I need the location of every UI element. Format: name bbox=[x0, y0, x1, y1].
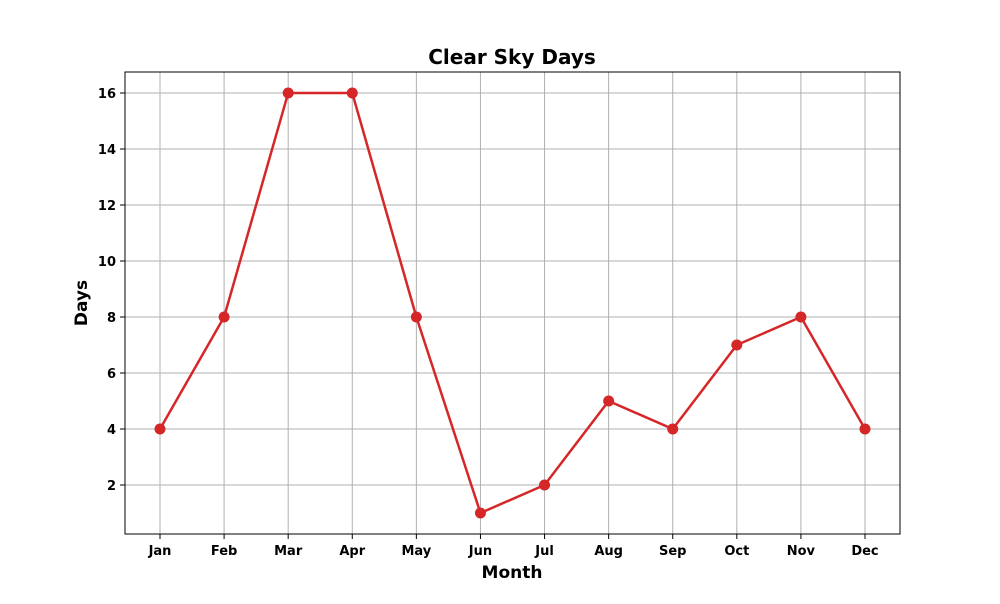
data-point-may bbox=[410, 311, 422, 323]
x-tick-label: Feb bbox=[211, 544, 237, 559]
data-point-jun bbox=[474, 507, 486, 519]
x-tick-label: Mar bbox=[274, 544, 303, 559]
data-point-jul bbox=[539, 479, 551, 491]
data-point-apr bbox=[346, 87, 358, 99]
x-tick-label: Jun bbox=[468, 544, 492, 559]
data-point-feb bbox=[218, 311, 230, 323]
x-tick-label: Dec bbox=[851, 544, 878, 559]
x-tick-label: Jul bbox=[534, 544, 554, 559]
data-point-mar bbox=[282, 87, 294, 99]
data-point-nov bbox=[795, 311, 807, 323]
series-line bbox=[158, 91, 867, 515]
x-tick-label: Sep bbox=[659, 544, 687, 559]
chart-title: Clear Sky Days bbox=[428, 45, 596, 69]
x-axis-label: Month bbox=[482, 563, 543, 583]
grid bbox=[125, 72, 900, 534]
data-point-sep bbox=[667, 423, 679, 435]
y-tick-label: 4 bbox=[107, 423, 116, 438]
data-point-aug bbox=[603, 395, 615, 407]
data-point-oct bbox=[731, 339, 743, 351]
x-tick-label: Jan bbox=[148, 544, 172, 559]
y-axis-label: Days bbox=[72, 280, 92, 326]
y-tick-label: 2 bbox=[107, 479, 116, 494]
axis-ticks: Jan Feb Mar Apr May Jun Jul Aug Sep Oct Nov Dec 2 4 6 8… bbox=[98, 87, 879, 559]
y-tick-label: 8 bbox=[107, 311, 116, 326]
data-point-dec bbox=[859, 423, 871, 435]
y-tick-label: 14 bbox=[98, 143, 116, 158]
x-tick-label: Apr bbox=[339, 544, 365, 559]
series-line-group bbox=[154, 87, 871, 519]
y-tick-label: 16 bbox=[98, 87, 116, 102]
x-tick-label: Nov bbox=[787, 544, 816, 559]
x-tick-label: Oct bbox=[724, 544, 749, 559]
x-tick-label: Aug bbox=[594, 544, 623, 559]
y-tick-label: 6 bbox=[107, 367, 116, 382]
y-tick-label: 10 bbox=[98, 255, 116, 270]
plot-frame bbox=[124, 71, 901, 535]
x-tick-label: May bbox=[401, 544, 431, 559]
y-tick-label: 12 bbox=[98, 199, 116, 214]
data-point-jan bbox=[154, 423, 166, 435]
